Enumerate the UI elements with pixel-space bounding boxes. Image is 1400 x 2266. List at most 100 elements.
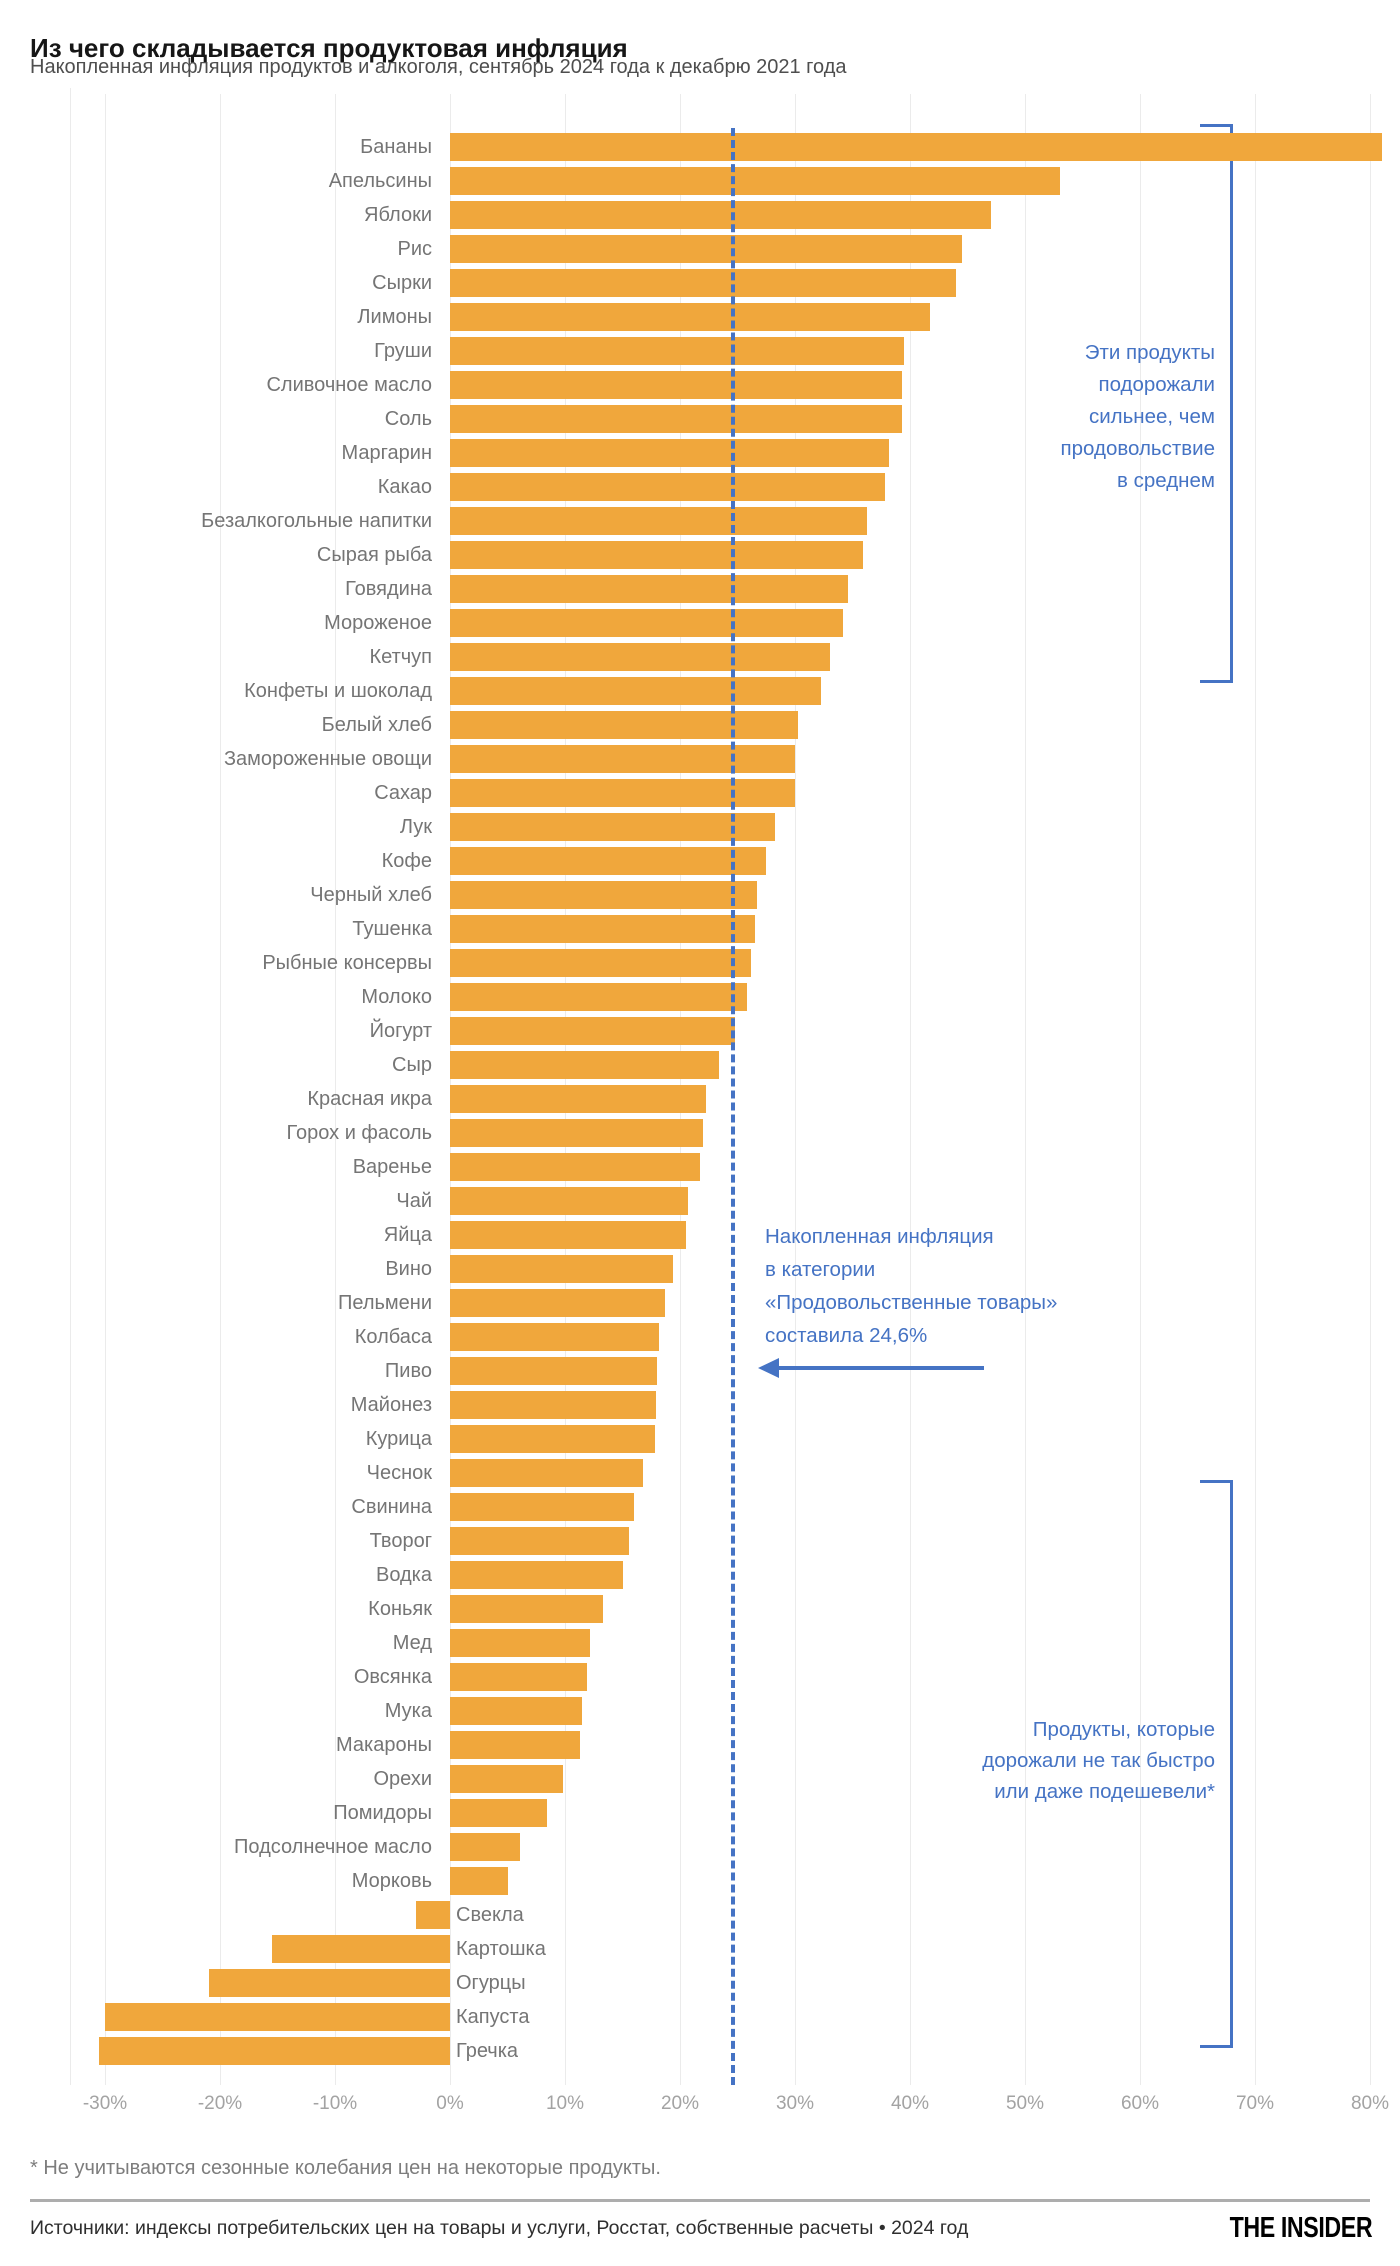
bar xyxy=(450,745,795,773)
bar xyxy=(450,1493,634,1521)
bar xyxy=(450,1085,707,1113)
category-label: Безалкогольные напитки xyxy=(201,510,432,532)
bar xyxy=(450,541,863,569)
x-tick-label: -10% xyxy=(312,2093,358,2114)
bar xyxy=(450,439,890,467)
category-label: Морковь xyxy=(351,1870,432,1892)
category-label: Лук xyxy=(399,816,432,838)
middle-annotation: Накопленная инфляция в категории «Продов… xyxy=(765,1220,1057,1352)
category-label: Варенье xyxy=(352,1156,432,1178)
category-label: Апельсины xyxy=(328,170,432,192)
bar xyxy=(450,1221,686,1249)
bar xyxy=(450,1459,644,1487)
category-label: Соль xyxy=(384,408,432,430)
source-text: Источники: индексы потребительских цен н… xyxy=(30,2217,969,2239)
x-tick-label: -20% xyxy=(197,2093,243,2114)
category-label: Сыр xyxy=(392,1054,432,1076)
source-row: Источники: индексы потребительских цен н… xyxy=(30,2212,1372,2245)
annotation-line: Эти продукты xyxy=(1084,341,1215,364)
annotation-line: сильнее, чем xyxy=(1088,405,1215,428)
gridline xyxy=(1025,94,1026,2085)
the-insider-logo: THE INSIDER xyxy=(1229,2212,1372,2244)
bar xyxy=(450,1629,591,1657)
plot-left-edge xyxy=(70,88,71,2085)
bar xyxy=(450,235,962,263)
bar-chart: Бананы Апельсины Яблоки Рис Сырки Лимоны Груши… xyxy=(70,88,1389,2118)
category-label: Кофе xyxy=(381,850,432,872)
bar xyxy=(450,1255,674,1283)
footnote: * Не учитываются сезонные колебания цен … xyxy=(30,2157,661,2179)
bar xyxy=(450,1357,657,1385)
bar xyxy=(450,1731,580,1759)
category-label: Гречка xyxy=(456,2040,519,2062)
category-label: Майонез xyxy=(350,1394,432,1416)
gridline xyxy=(105,94,106,2085)
bar xyxy=(450,1799,547,1827)
category-label: Молоко xyxy=(361,986,432,1008)
category-label: Конфеты и шоколад xyxy=(244,680,432,702)
bar xyxy=(450,337,905,365)
annotation-line: составила 24,6% xyxy=(765,1324,928,1347)
upper-bracket xyxy=(1200,124,1233,683)
annotation-line: в категории xyxy=(765,1258,876,1281)
bar xyxy=(450,1323,660,1351)
divider xyxy=(30,2199,1370,2202)
bar xyxy=(450,813,776,841)
bar xyxy=(450,269,956,297)
bar xyxy=(450,1595,603,1623)
category-label: Чай xyxy=(396,1190,432,1212)
x-tick-label: 10% xyxy=(545,2093,585,2114)
category-label: Овсянка xyxy=(353,1666,432,1688)
bar xyxy=(208,1969,450,1997)
x-tick-label: 60% xyxy=(1120,2093,1160,2114)
bar xyxy=(450,677,822,705)
category-label: Сырая рыба xyxy=(316,544,432,566)
category-label: Орехи xyxy=(373,1768,432,1790)
annotation-line: «Продовольственные товары» xyxy=(765,1291,1058,1314)
category-label: Коньяк xyxy=(368,1598,432,1620)
category-label: Мороженое xyxy=(324,612,432,634)
category-label: Йогурт xyxy=(369,1020,432,1042)
annotation-line: подорожали xyxy=(1098,373,1215,396)
gridline xyxy=(795,94,796,2085)
category-label: Пельмени xyxy=(337,1292,432,1314)
lower-bracket xyxy=(1200,1480,1233,2048)
bar xyxy=(450,1697,583,1725)
annotation-line: продовольствие xyxy=(1060,437,1215,460)
bar xyxy=(450,1153,700,1181)
category-label: Капуста xyxy=(456,2006,530,2028)
category-label: Какао xyxy=(377,476,432,498)
bar xyxy=(450,1561,623,1589)
x-tick-label: -30% xyxy=(82,2093,128,2114)
category-label: Картошка xyxy=(456,1938,546,1960)
bar xyxy=(450,575,848,603)
arrowhead-icon xyxy=(758,1358,779,1378)
bar xyxy=(450,473,885,501)
reference-line-24-6 xyxy=(731,128,735,2085)
category-label: Мед xyxy=(392,1632,432,1654)
category-label: Творог xyxy=(369,1530,432,1552)
category-label: Курица xyxy=(365,1428,432,1450)
bar xyxy=(450,303,930,331)
category-label: Горох и фасоль xyxy=(286,1122,433,1144)
gridline xyxy=(1255,94,1256,2085)
category-label: Тушенка xyxy=(352,918,432,940)
x-tick-label: 70% xyxy=(1235,2093,1275,2114)
category-label: Свинина xyxy=(351,1496,432,1518)
bar xyxy=(450,711,799,739)
bar xyxy=(450,1187,689,1215)
annotation-line: в среднем xyxy=(1117,469,1215,492)
category-label: Мука xyxy=(384,1700,432,1722)
category-label: Сливочное масло xyxy=(266,374,432,396)
category-label: Бананы xyxy=(360,136,432,158)
category-label: Помидоры xyxy=(333,1802,432,1824)
x-tick-label: 30% xyxy=(775,2093,815,2114)
bar xyxy=(450,1391,656,1419)
category-label: Огурцы xyxy=(456,1972,526,1994)
bar xyxy=(450,507,868,535)
category-label: Говядина xyxy=(345,578,432,600)
annotation-line: Накопленная инфляция xyxy=(765,1225,994,1248)
arrow-shaft xyxy=(772,1366,984,1370)
category-label: Яблоки xyxy=(364,204,432,226)
